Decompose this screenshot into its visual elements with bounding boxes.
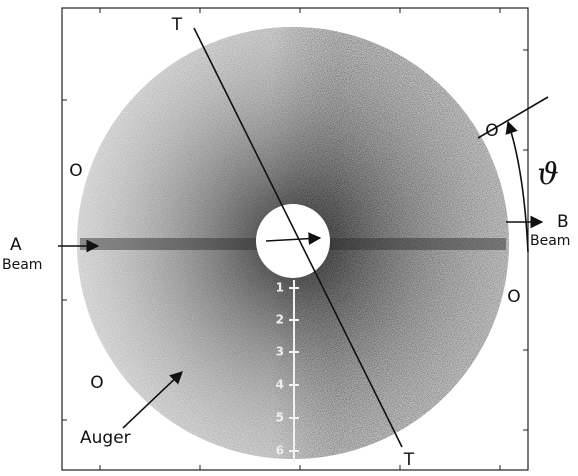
scale-label: 6 (276, 444, 284, 458)
scale-label: 5 (276, 411, 284, 425)
angle-arrow (508, 122, 528, 252)
beam-b-text: Beam (530, 233, 570, 249)
scale-label: 2 (276, 313, 284, 327)
auger-label: Auger (80, 428, 131, 448)
beam-b-letter: B (557, 212, 569, 232)
axis-label: T (171, 15, 183, 35)
beam-a-letter: A (10, 235, 22, 255)
axis-label: T (403, 450, 415, 470)
o-label: O (69, 161, 82, 181)
scale-label: 3 (276, 345, 284, 359)
angle-label: ϑ (537, 157, 558, 192)
o-label: O (90, 373, 103, 393)
scale-label: 4 (276, 378, 284, 392)
scale-label: 1 (276, 281, 284, 295)
o-label: O (485, 121, 498, 141)
o-label: O (507, 287, 520, 307)
figure: 1 2 3 4 5 6 T T O O O O A Beam B Beam ϑ … (0, 0, 578, 476)
beam-a-text: Beam (2, 257, 42, 273)
